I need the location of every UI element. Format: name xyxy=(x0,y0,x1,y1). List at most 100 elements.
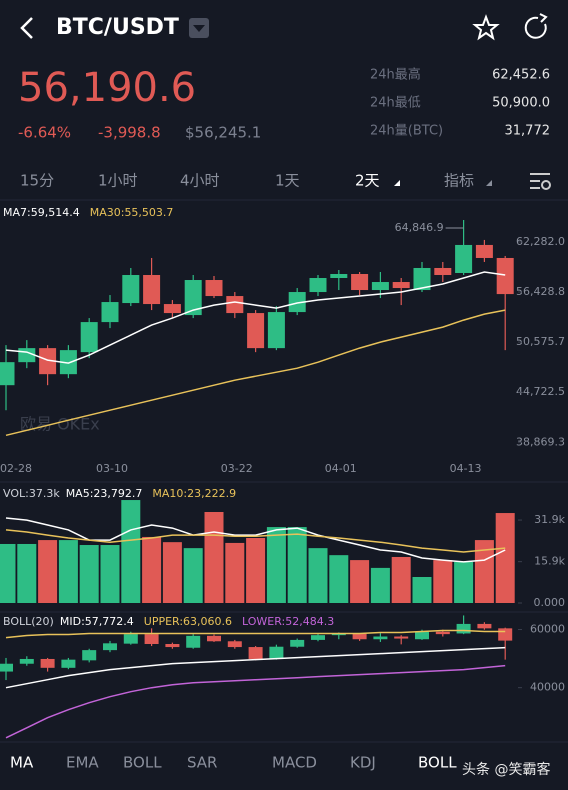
volume-bar xyxy=(79,545,99,603)
candle-body xyxy=(61,659,76,668)
indicator-tab[interactable]: SAR xyxy=(187,754,217,772)
volume-bar xyxy=(121,500,141,603)
candle-body xyxy=(288,292,306,313)
x-tick-label: 04-01 xyxy=(325,462,357,475)
candle-body xyxy=(311,635,325,640)
timeframe-tab[interactable]: 4小时 xyxy=(180,172,220,190)
pair-dropdown[interactable] xyxy=(189,18,209,38)
share-icon[interactable] xyxy=(524,16,547,39)
chart-watermark: 欧易 OKEx xyxy=(20,415,100,434)
legend-entry: MA7:59,514.4 xyxy=(3,206,80,219)
candle-body xyxy=(207,635,221,642)
settings-icon[interactable] xyxy=(530,173,550,189)
candle-body xyxy=(59,350,77,375)
stat-label: 24h最低 xyxy=(370,96,421,111)
stat-value: 62,452.6 xyxy=(492,68,550,83)
volume-bar xyxy=(58,540,78,603)
back-button[interactable] xyxy=(20,17,33,39)
volume-bar xyxy=(266,527,286,603)
legend-entry: MID:57,772.4 xyxy=(60,615,134,628)
candle-body xyxy=(101,302,119,323)
volume-bar xyxy=(308,548,328,603)
timeframe-tab[interactable]: 15分 xyxy=(20,172,54,190)
candle-body xyxy=(143,275,161,305)
candle-body xyxy=(435,631,450,635)
candle-body xyxy=(455,244,473,274)
candle-body xyxy=(165,643,180,648)
candle-body xyxy=(392,282,410,289)
indicator-line xyxy=(5,529,506,553)
annotation: 64,846.9 xyxy=(395,221,444,234)
candle-body xyxy=(413,267,431,291)
volume-bar xyxy=(162,542,182,603)
candle-body xyxy=(40,658,55,668)
indicator-tab[interactable]: BOLL xyxy=(123,754,162,772)
volume-bar xyxy=(474,540,494,603)
indicator-tab[interactable]: KDJ xyxy=(350,754,376,772)
legend-entry: MA5:23,792.7 xyxy=(66,487,143,500)
candle-body xyxy=(496,257,514,295)
last-price: 56,190.6 xyxy=(18,65,196,111)
candle-body xyxy=(269,646,284,659)
candle-body xyxy=(352,633,367,640)
candle-body xyxy=(267,312,285,349)
share-icon-arrow xyxy=(539,13,548,23)
candle-body xyxy=(144,634,159,644)
candle-body xyxy=(82,650,97,661)
volume-bar xyxy=(454,561,474,603)
candle-body xyxy=(248,647,263,659)
volume-bar xyxy=(329,555,349,603)
timeframe-tab[interactable]: 2天 xyxy=(355,172,380,190)
legend-title: VOL:37.3k xyxy=(3,487,60,500)
candle-body xyxy=(498,628,513,641)
indicator-tab[interactable]: MA xyxy=(10,754,34,772)
legend-title: BOLL(20) xyxy=(3,615,54,628)
candle-body xyxy=(0,362,15,386)
candle-body xyxy=(475,244,493,258)
candle-body xyxy=(205,280,223,297)
y-tick-label: 44,722.5 xyxy=(516,385,565,398)
volume-bar xyxy=(287,527,307,603)
y-tick-label: 38,869.3 xyxy=(516,435,565,448)
footer-watermark: 头条 @笑霸客 xyxy=(462,761,550,778)
volume-bar xyxy=(225,542,245,603)
volume-bar xyxy=(433,560,453,603)
volume-bar xyxy=(370,567,390,603)
volume-bar xyxy=(412,577,432,603)
stats: 24h最高 62,452.6 24h最低 50,900.0 24h量(BTC) 31,77… xyxy=(370,67,550,139)
indicator-tab[interactable]: MACD xyxy=(272,754,317,772)
y-tick-label: 31.9k xyxy=(534,513,565,526)
timeframe-tab[interactable]: 指标 xyxy=(444,172,474,190)
volume-bar xyxy=(38,540,58,603)
volume-bar xyxy=(142,536,162,603)
candle-body xyxy=(19,658,34,664)
indicator-line xyxy=(5,309,506,437)
indicator-tab[interactable]: BOLL xyxy=(418,754,457,772)
candle-body xyxy=(434,267,452,276)
volume-bar xyxy=(0,543,16,603)
y-tick-label: 60000 xyxy=(530,623,565,636)
y-tick-label: 56,428.8 xyxy=(516,285,565,298)
indicator-tab[interactable]: EMA xyxy=(66,754,99,772)
volume-bar xyxy=(391,556,411,603)
candle-body xyxy=(123,634,138,644)
stat-value: 50,900.0 xyxy=(492,96,550,111)
candle-body xyxy=(373,636,388,640)
timeframe-tab[interactable]: 1天 xyxy=(275,172,300,190)
settings-icon-circle xyxy=(541,180,551,190)
y-tick-label: 62,282.0 xyxy=(516,235,565,248)
candle-body xyxy=(80,322,98,353)
candle-body xyxy=(351,274,369,291)
candle-body xyxy=(456,623,471,634)
timeframe-tab[interactable]: 1小时 xyxy=(98,172,138,190)
stat-value: 31,772 xyxy=(505,124,551,139)
legend-entry: LOWER:52,484.3 xyxy=(242,615,334,628)
candle-body xyxy=(184,280,202,316)
candle-body xyxy=(309,278,327,293)
favorite-icon[interactable] xyxy=(472,14,500,41)
pair-title: BTC/USDT xyxy=(56,15,179,40)
dropdown-arrow xyxy=(193,25,205,32)
candle-body xyxy=(227,641,242,648)
